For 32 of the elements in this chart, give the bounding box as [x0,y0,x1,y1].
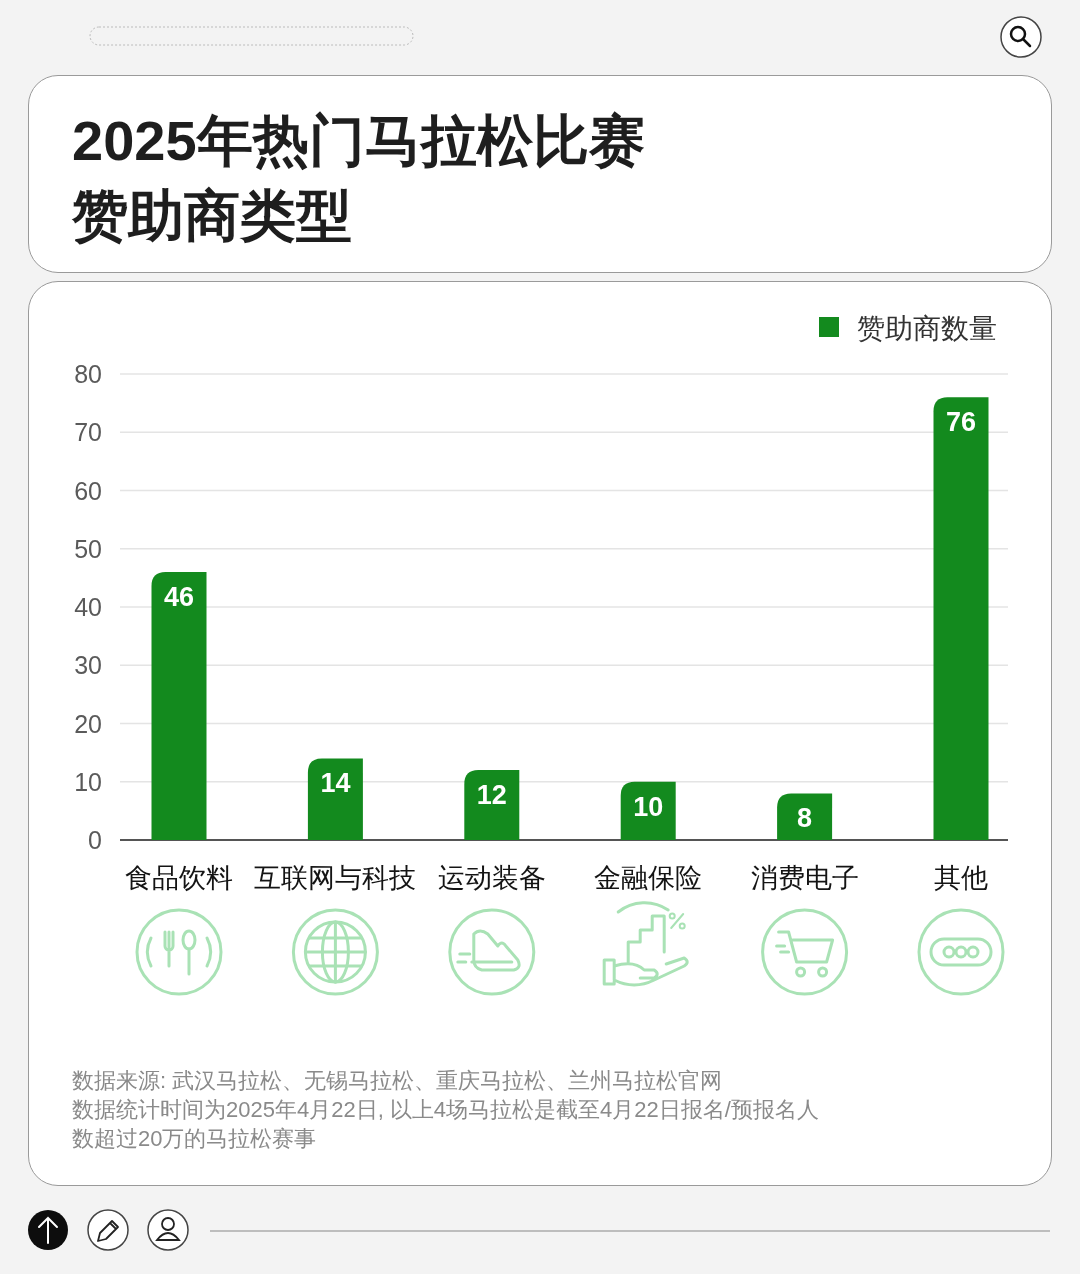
x-tick-label: 金融保险 [594,863,703,893]
bar [620,781,676,840]
x-tick-label: 互联网与科技 [254,863,417,893]
x-tick-label: 运动装备 [437,863,546,893]
y-tick-label: 50 [74,534,102,563]
y-tick-label: 0 [88,826,102,854]
data-label: 12 [476,780,507,811]
chart-title: 2025年热门马拉松比赛赞助商类型 [72,108,646,249]
data-label: 8 [797,803,813,834]
legend-label: 赞助商数量 [857,313,997,344]
bar [307,758,363,840]
y-tick-label: 70 [74,418,102,447]
x-tick-label: 其他 [934,863,988,893]
data-label: 76 [945,407,977,438]
source-note: 数据来源: 武汉马拉松、无锡马拉松、重庆马拉松、兰州马拉松官网 [72,1067,724,1095]
legend: 赞助商数量 [819,313,997,344]
y-tick-label: 20 [74,709,102,738]
bar [777,793,833,840]
data-label: 10 [633,791,664,822]
bar [933,397,989,840]
data-label: 14 [320,768,351,799]
y-tick-label: 10 [74,767,102,796]
y-tick-label: 30 [74,651,102,680]
y-tick-label: 80 [74,360,102,388]
y-tick-label: 40 [74,593,102,621]
x-tick-label: 消费电子 [750,863,859,893]
bar [464,770,520,840]
y-tick-label: 60 [74,476,102,505]
x-tick-label: 食品饮料 [125,863,233,893]
text: 数据统计时间为2025年4月22日, 以上4场马拉松是截至4月22日报名/预报名人数超过20万的马拉松赛事 [72,1096,820,1153]
bar [151,572,207,840]
data-label: 46 [163,582,195,613]
